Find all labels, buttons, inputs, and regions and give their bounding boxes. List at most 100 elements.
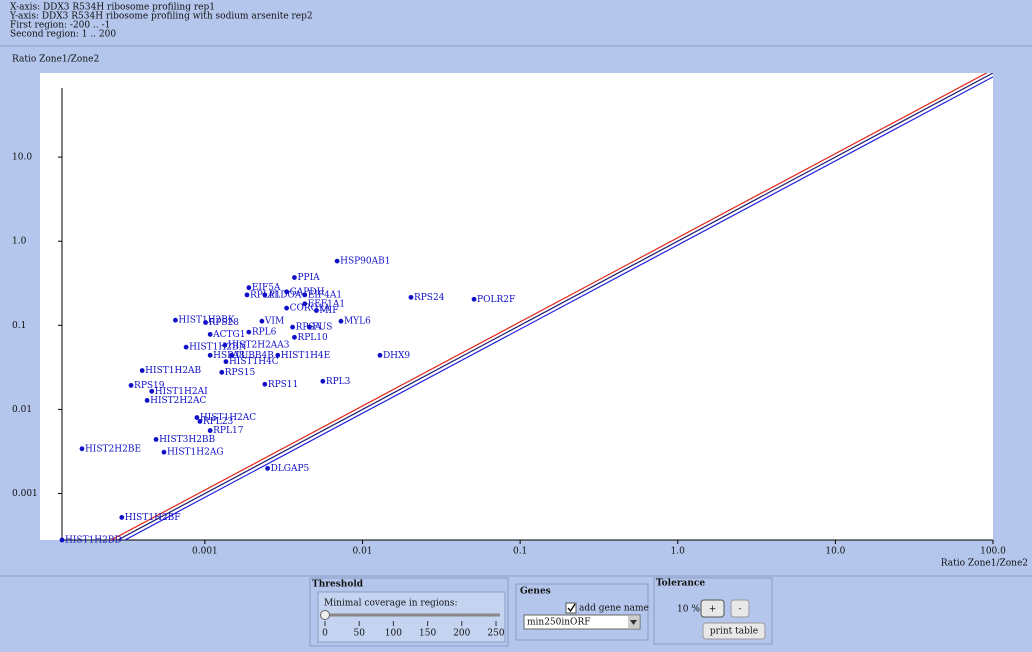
panel-title: Threshold (312, 580, 364, 590)
point (207, 331, 213, 337)
point-label: RPS24 (414, 293, 445, 303)
point (262, 381, 268, 387)
point-label: DLGAP5 (271, 464, 310, 474)
slider-knob (320, 610, 330, 620)
point (173, 317, 178, 323)
button-label: - (738, 605, 741, 615)
slider-tick-label: 50 (353, 629, 365, 639)
point-label: RPL17 (213, 426, 244, 436)
point (259, 318, 265, 324)
plus-button[interactable] (700, 599, 725, 618)
panel-title: Genes (520, 587, 551, 597)
point (139, 368, 145, 373)
x-tick-label: 0.001 (192, 547, 218, 557)
point (229, 352, 235, 358)
point (161, 449, 167, 455)
point-label: HIST1H4E (281, 351, 330, 361)
checkmark (567, 603, 576, 613)
point-label: VIM (264, 317, 284, 327)
point-label: RPL23 (203, 417, 234, 427)
select-value: min250inORF (527, 618, 590, 628)
print-button[interactable] (702, 622, 766, 640)
plot-area (40, 73, 993, 540)
point-label: RPL3 (326, 377, 351, 387)
point (119, 514, 125, 520)
point-label: MIF (319, 306, 338, 316)
slider-tick-label: 200 (453, 629, 470, 639)
point (149, 388, 155, 394)
point (183, 344, 189, 350)
select[interactable] (523, 614, 641, 630)
x-axis-label: Ratio Zone1/Zone2 (941, 559, 1028, 569)
point (207, 352, 213, 358)
slider[interactable]: 0 50 100 150 200 250 (320, 610, 505, 639)
point-label: EIF4A1 (308, 290, 342, 300)
panel (653, 577, 773, 645)
point-label: POLR2F (477, 295, 515, 305)
point (194, 415, 200, 420)
point (207, 428, 213, 433)
point (292, 275, 297, 280)
point (292, 334, 297, 340)
point-label: PPIA (297, 273, 320, 283)
point (59, 537, 65, 543)
point (223, 359, 229, 365)
checkbox[interactable] (565, 602, 577, 614)
point-label: GAPDH (290, 287, 325, 297)
point-label: HIST1H4C (229, 357, 279, 367)
checkbox-label: add gene name (579, 604, 649, 614)
point (197, 419, 203, 424)
point-label: ACTG1 (212, 330, 245, 340)
panel (515, 583, 649, 641)
point (302, 301, 308, 307)
point-label: HIST1H2BD (65, 536, 122, 546)
y-tick-label: 10.0 (12, 153, 32, 163)
point-label: RPS19 (134, 381, 165, 391)
point-label: HIST3H2BB (159, 435, 215, 445)
point-label: HIST1H2AC (200, 413, 256, 423)
point (144, 397, 150, 403)
point-label: HIST1H2AG (167, 448, 224, 458)
header-line: Second region: 1 .. 200 (10, 30, 116, 40)
point (338, 318, 344, 324)
point-label: HIST2H2AA3 (228, 341, 290, 351)
point-label: RPS15 (225, 368, 256, 378)
y-tick-label: 1.0 (12, 237, 27, 247)
panel (309, 577, 509, 647)
point (290, 324, 295, 330)
reference-line (116, 73, 993, 540)
slider-tick-label: 150 (419, 629, 436, 639)
reference-line (109, 73, 988, 540)
slider-tick-label: 0 (322, 629, 328, 639)
point (265, 465, 271, 471)
point-label: RPL10 (297, 333, 328, 343)
point (153, 436, 159, 442)
reference-lines (109, 73, 993, 540)
point-label: MYL6 (344, 317, 371, 327)
point-label: HIST1H2BN (189, 343, 246, 353)
button-label: + (709, 605, 717, 615)
button-label: print table (710, 627, 758, 637)
point (306, 324, 312, 330)
point-label: RPSA (296, 323, 322, 333)
point (408, 294, 414, 300)
point (314, 308, 319, 313)
point-label: RPS28 (209, 318, 240, 328)
point (79, 446, 85, 452)
point (377, 352, 383, 358)
point (262, 292, 268, 298)
point (203, 320, 208, 325)
point (246, 285, 252, 291)
minus-button[interactable] (730, 599, 750, 618)
point (219, 369, 225, 375)
point-label: EIF5A (252, 283, 281, 293)
x-tick-label: 0.01 (352, 547, 372, 557)
point-label: HIST2H2AC (150, 396, 206, 406)
point (284, 289, 290, 295)
slider-tick-label: 250 (487, 629, 504, 639)
point (246, 329, 252, 335)
tolerance-value: 10 % (677, 605, 700, 615)
x-tick-label: 100.0 (980, 547, 1006, 557)
point-label: DHX9 (383, 351, 410, 361)
